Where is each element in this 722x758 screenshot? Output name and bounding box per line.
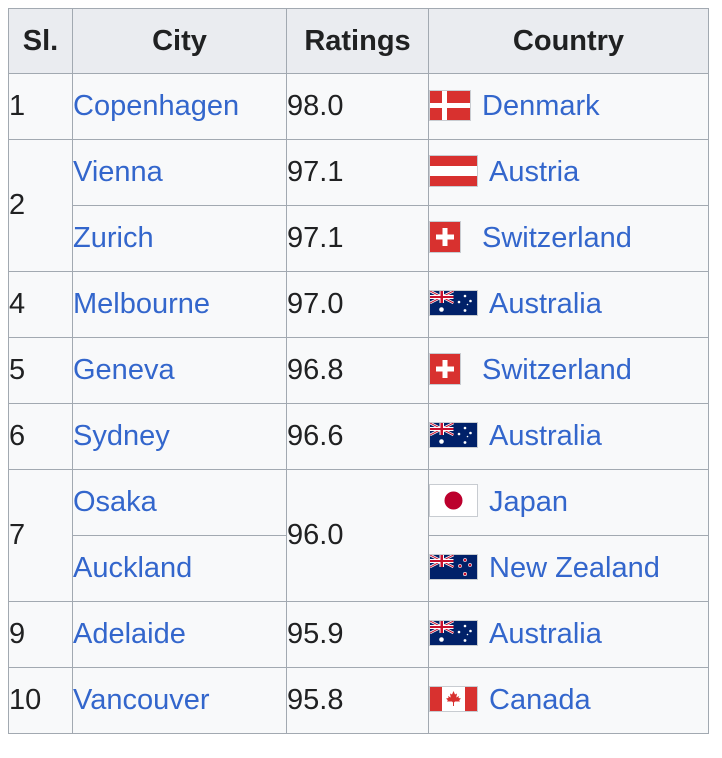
- denmark-flag-icon[interactable]: [429, 89, 471, 121]
- table-row: Zurich 97.1 Switzerland: [9, 205, 709, 272]
- city-cell: Copenhagen: [72, 73, 287, 140]
- city-cell: Vancouver: [72, 667, 287, 734]
- country-cell: Japan: [428, 469, 709, 536]
- city-cell: Geneva: [72, 337, 287, 404]
- rank-cell: 2: [8, 139, 73, 272]
- table-row: 4 Melbourne 97.0 Australia: [8, 271, 709, 338]
- rating-cell: 95.9: [286, 601, 429, 668]
- country-link[interactable]: New Zealand: [489, 552, 660, 584]
- rating-cell: 95.8: [286, 667, 429, 734]
- canada-flag-icon[interactable]: [429, 686, 478, 713]
- country-link[interactable]: Australia: [489, 420, 602, 452]
- city-cell: Auckland: [72, 535, 287, 602]
- city-cell: Zurich: [72, 205, 287, 272]
- rank-cell: 4: [8, 271, 73, 338]
- country-link[interactable]: Switzerland: [482, 353, 632, 386]
- australia-flag-icon[interactable]: [429, 422, 478, 449]
- city-ratings-table: Sl. City Ratings Country 1 Copenhagen 98.0…: [8, 8, 709, 734]
- rank-cell: 1: [8, 73, 73, 140]
- country-link[interactable]: Australia: [489, 618, 602, 650]
- rating-cell: 96.6: [286, 403, 429, 470]
- header-country[interactable]: Country: [428, 8, 709, 74]
- country-link[interactable]: Austria: [489, 155, 580, 188]
- city-link[interactable]: Vienna: [73, 156, 163, 188]
- rating-cell: 96.8: [286, 337, 429, 404]
- country-cell: Switzerland: [428, 205, 709, 272]
- table-row: 6 Sydney 96.6 Australia: [8, 403, 709, 470]
- country-link[interactable]: Switzerland: [482, 221, 632, 254]
- city-cell: Melbourne: [72, 271, 287, 338]
- country-link[interactable]: Canada: [489, 684, 591, 716]
- rank-cell: 6: [8, 403, 73, 470]
- new-zealand-flag-icon[interactable]: [429, 554, 478, 581]
- rating-cell: 98.0: [286, 73, 429, 140]
- table-row: 9 Adelaide 95.9 Australia: [8, 601, 709, 668]
- city-link[interactable]: Copenhagen: [73, 90, 240, 122]
- header-row: Sl. City Ratings Country: [8, 8, 709, 74]
- city-link[interactable]: Osaka: [73, 486, 157, 518]
- city-link[interactable]: Adelaide: [73, 618, 186, 650]
- austria-flag-icon[interactable]: [429, 155, 478, 188]
- header-ratings[interactable]: Ratings: [286, 8, 429, 74]
- rank-cell: 10: [8, 667, 73, 734]
- city-cell: Sydney: [72, 403, 287, 470]
- city-link[interactable]: Zurich: [73, 222, 154, 254]
- country-cell: Canada: [428, 667, 709, 734]
- table-row: Auckland New Zealand: [9, 535, 709, 602]
- rating-cell: 97.1: [286, 139, 429, 206]
- header-city[interactable]: City: [72, 8, 287, 74]
- australia-flag-icon[interactable]: [429, 290, 478, 317]
- rating-cell: 97.1: [286, 205, 429, 272]
- country-cell: Australia: [428, 271, 709, 338]
- country-cell: Australia: [428, 403, 709, 470]
- rating-cell: 97.0: [286, 271, 429, 338]
- city-link[interactable]: Geneva: [73, 354, 175, 386]
- table-row: 2 Vienna 97.1 Austria: [8, 139, 709, 272]
- city-link[interactable]: Auckland: [73, 552, 193, 584]
- city-cell: Osaka: [72, 469, 287, 536]
- country-cell: Australia: [428, 601, 709, 668]
- city-link[interactable]: Vancouver: [73, 684, 210, 716]
- country-link[interactable]: Australia: [489, 288, 602, 320]
- city-link[interactable]: Sydney: [73, 420, 170, 452]
- city-cell: Adelaide: [72, 601, 287, 668]
- city-link[interactable]: Melbourne: [73, 288, 211, 320]
- japan-flag-icon[interactable]: [429, 484, 478, 518]
- rank-cell: 9: [8, 601, 73, 668]
- table-row: 7 Osaka 96.0 Japan: [8, 469, 709, 602]
- rating-cell: 96.0: [286, 469, 429, 602]
- city-cell: Vienna: [72, 139, 287, 206]
- table-row: 10 Vancouver 95.8 Canada: [8, 667, 709, 734]
- rank-cell: 7: [8, 469, 73, 602]
- country-cell: Denmark: [428, 73, 709, 140]
- switzerland-flag-icon[interactable]: [429, 221, 461, 254]
- country-link[interactable]: Japan: [489, 485, 569, 518]
- country-cell: Austria: [428, 139, 709, 206]
- country-cell: Switzerland: [428, 337, 709, 404]
- country-link[interactable]: Denmark: [482, 90, 600, 122]
- header-sl[interactable]: Sl.: [8, 8, 73, 74]
- switzerland-flag-icon[interactable]: [429, 353, 461, 386]
- australia-flag-icon[interactable]: [429, 620, 478, 647]
- table-row: 5 Geneva 96.8 Switzerland: [8, 337, 709, 404]
- rank-cell: 5: [8, 337, 73, 404]
- table-row: 1 Copenhagen 98.0 Denmark: [8, 73, 709, 140]
- country-cell: New Zealand: [428, 535, 709, 602]
